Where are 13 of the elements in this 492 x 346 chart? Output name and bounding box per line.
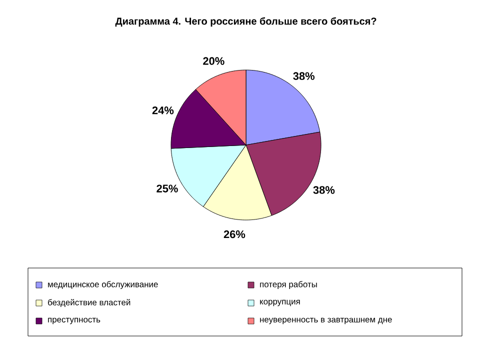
legend-label: медицинское обслуживание xyxy=(48,281,158,289)
data-label: 20% xyxy=(203,57,224,65)
legend-label: потеря работы xyxy=(260,281,317,289)
chart-title: Диаграмма 4. Чего россияне больше всего бояться? xyxy=(115,17,376,27)
legend-label: преступность xyxy=(48,318,100,324)
data-label: 38% xyxy=(293,72,315,80)
data-label: 38% xyxy=(313,186,335,194)
legend-label: коррупция xyxy=(260,300,300,306)
data-label: 26% xyxy=(224,230,246,238)
data-label: 25% xyxy=(156,184,178,192)
data-label: 24% xyxy=(152,106,174,114)
legend-label: неуверенность в завтрашнем дне xyxy=(260,318,392,324)
legend-label: бездействие властей xyxy=(48,299,130,307)
